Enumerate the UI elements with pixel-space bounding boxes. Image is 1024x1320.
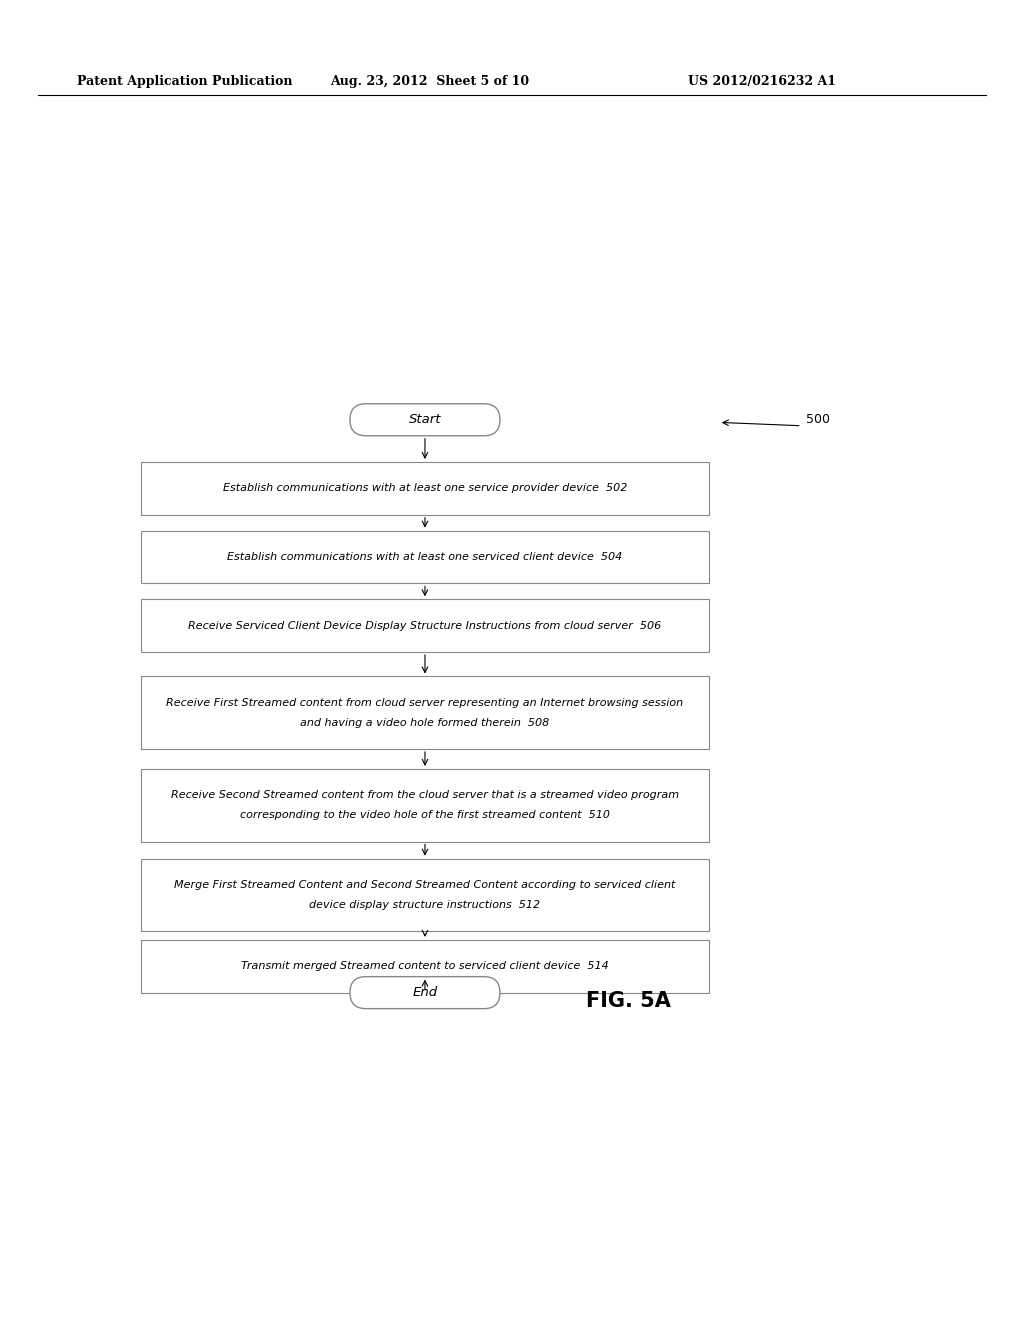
FancyBboxPatch shape [350, 404, 500, 436]
Text: End: End [413, 986, 437, 999]
Text: Establish communications with at least one serviced client device  504: Establish communications with at least o… [227, 552, 623, 562]
Text: Transmit merged Streamed content to serviced client device  514: Transmit merged Streamed content to serv… [241, 961, 609, 972]
Bar [141, 858, 709, 932]
Bar [141, 940, 709, 993]
Text: Patent Application Publication: Patent Application Publication [77, 75, 292, 88]
Text: Merge First Streamed Content and Second Streamed Content according to serviced c: Merge First Streamed Content and Second … [174, 880, 676, 890]
Text: Receive First Streamed content from cloud server representing an Internet browsi: Receive First Streamed content from clou… [166, 698, 684, 708]
FancyBboxPatch shape [350, 977, 500, 1008]
Text: FIG. 5A: FIG. 5A [586, 990, 671, 1011]
Text: device display structure instructions  512: device display structure instructions 51… [309, 900, 541, 909]
Text: Aug. 23, 2012  Sheet 5 of 10: Aug. 23, 2012 Sheet 5 of 10 [331, 75, 529, 88]
Text: corresponding to the video hole of the first streamed content  510: corresponding to the video hole of the f… [240, 810, 610, 820]
Bar [141, 768, 709, 842]
Text: and having a video hole formed therein  508: and having a video hole formed therein 5… [300, 718, 550, 727]
Bar [141, 676, 709, 748]
Text: Establish communications with at least one service provider device  502: Establish communications with at least o… [223, 483, 627, 494]
Text: Start: Start [409, 413, 441, 426]
Bar [141, 462, 709, 515]
Text: Receive Second Streamed content from the cloud server that is a streamed video p: Receive Second Streamed content from the… [171, 791, 679, 800]
Text: 500: 500 [806, 413, 829, 426]
Bar [141, 599, 709, 652]
Text: Receive Serviced Client Device Display Structure Instructions from cloud server : Receive Serviced Client Device Display S… [188, 620, 662, 631]
Bar [141, 531, 709, 583]
Text: US 2012/0216232 A1: US 2012/0216232 A1 [688, 75, 837, 88]
